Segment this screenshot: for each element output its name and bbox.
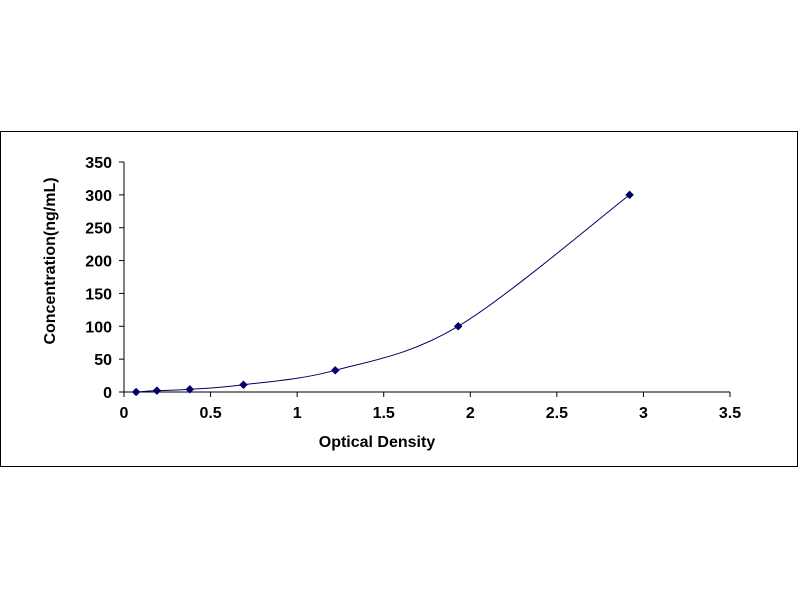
x-tick-label: 1.5 <box>373 405 395 422</box>
x-tick-label: 2 <box>466 405 475 422</box>
x-tick-label: 2.5 <box>546 405 568 422</box>
y-axis-title: Concentration(ng/mL) <box>42 177 59 344</box>
data-point <box>131 387 141 397</box>
x-tick-label: 3.5 <box>719 405 741 422</box>
y-tick-label: 150 <box>85 286 112 303</box>
y-tick-label: 100 <box>85 319 112 336</box>
y-axis-ticks: 0 50 100 150 200 250 300 350 <box>85 155 124 402</box>
y-tick-label: 0 <box>103 385 112 402</box>
data-point <box>239 380 248 390</box>
chart-frame: 0 50 100 150 200 250 300 350 0 0.5 1 1.5 2 2.5 3 3.5 O… <box>0 131 798 467</box>
x-tick-label: 0 <box>120 405 129 422</box>
y-tick-label: 50 <box>94 352 112 369</box>
x-tick-label: 1 <box>293 405 302 422</box>
x-axis-title: Optical Density <box>319 434 436 451</box>
data-point <box>185 385 195 394</box>
y-tick-label: 200 <box>85 254 112 271</box>
data-point <box>330 365 340 375</box>
data-point <box>152 386 162 396</box>
standard-curve-chart: 0 50 100 150 200 250 300 350 0 0.5 1 1.5 2 2.5 3 3.5 O… <box>42 155 741 451</box>
axes <box>123 162 730 393</box>
y-tick-label: 300 <box>85 188 112 205</box>
data-points <box>131 190 634 397</box>
x-tick-label: 3 <box>639 405 648 422</box>
trend-line <box>136 194 630 393</box>
data-point <box>453 321 463 331</box>
y-tick-label: 350 <box>85 155 112 172</box>
x-axis-ticks: 0 0.5 1 1.5 2 2.5 3 3.5 <box>120 392 741 422</box>
data-point <box>625 190 634 200</box>
y-tick-label: 250 <box>85 221 112 238</box>
x-tick-label: 0.5 <box>199 405 221 422</box>
